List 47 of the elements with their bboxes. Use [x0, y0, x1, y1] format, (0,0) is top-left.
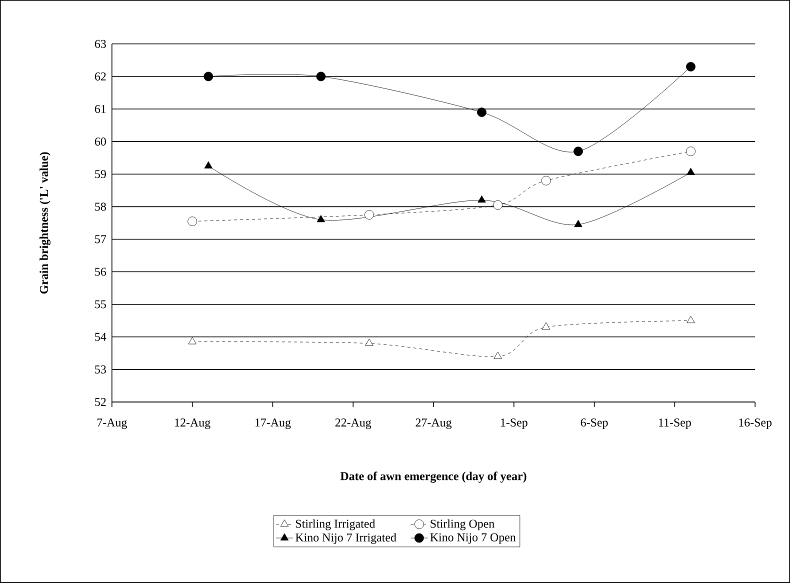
- y-tick-label: 57: [95, 235, 106, 244]
- y-tick-label: 53: [95, 365, 106, 374]
- point: [686, 146, 696, 156]
- y-tick-label: 61: [94, 105, 106, 114]
- point: [542, 322, 550, 330]
- legend-label: Kino Nijo 7 Open: [430, 533, 516, 544]
- y-tick-label: 58: [95, 202, 106, 211]
- point: [478, 195, 486, 203]
- x-axis-title: Date of awn emergence (day of year): [340, 472, 526, 483]
- x-tick-label: 11-Sep: [659, 418, 691, 430]
- y-tick-label: 55: [95, 300, 106, 308]
- point: [477, 108, 486, 118]
- legend-label: Stirling Irrigated: [296, 519, 376, 530]
- point: [686, 62, 696, 72]
- x-tick-label: 7-Aug: [97, 418, 127, 430]
- y-tick-label: 60: [94, 138, 106, 146]
- point: [541, 176, 551, 186]
- point: [494, 352, 502, 359]
- point: [574, 220, 582, 228]
- y-tick-label: 54: [95, 332, 106, 341]
- point: [316, 215, 326, 222]
- x-tick-label: 27-Aug: [416, 418, 452, 430]
- y-axis-title: Grain brightness ('L' value): [40, 152, 51, 294]
- x-tick-label: 17-Aug: [256, 418, 291, 430]
- point: [204, 72, 214, 82]
- point: [364, 210, 374, 220]
- point: [493, 200, 503, 210]
- x-tick-label: 1-Sep: [501, 418, 528, 430]
- point: [188, 337, 196, 344]
- y-tick-label: 63: [94, 40, 106, 48]
- x-tick-label: 16-Sep: [739, 418, 772, 430]
- x-tick-label: 12-Aug: [175, 418, 210, 430]
- point: [316, 72, 326, 82]
- point: [188, 216, 198, 226]
- point: [574, 146, 583, 156]
- y-tick-label: 62: [94, 72, 106, 81]
- legend-label: Stirling Open: [430, 519, 494, 530]
- y-tick-label: 56: [95, 268, 106, 276]
- point: [686, 316, 695, 324]
- point: [204, 161, 213, 168]
- x-tick-label: 6-Sep: [580, 418, 608, 430]
- y-tick-label: 52: [95, 398, 106, 406]
- legend-label: Kino Nijo 7 Irrigated: [296, 533, 396, 544]
- x-tick-label: 22-Aug: [335, 418, 372, 430]
- point: [365, 338, 374, 346]
- y-tick-label: 59: [95, 170, 106, 178]
- point: [686, 168, 695, 175]
